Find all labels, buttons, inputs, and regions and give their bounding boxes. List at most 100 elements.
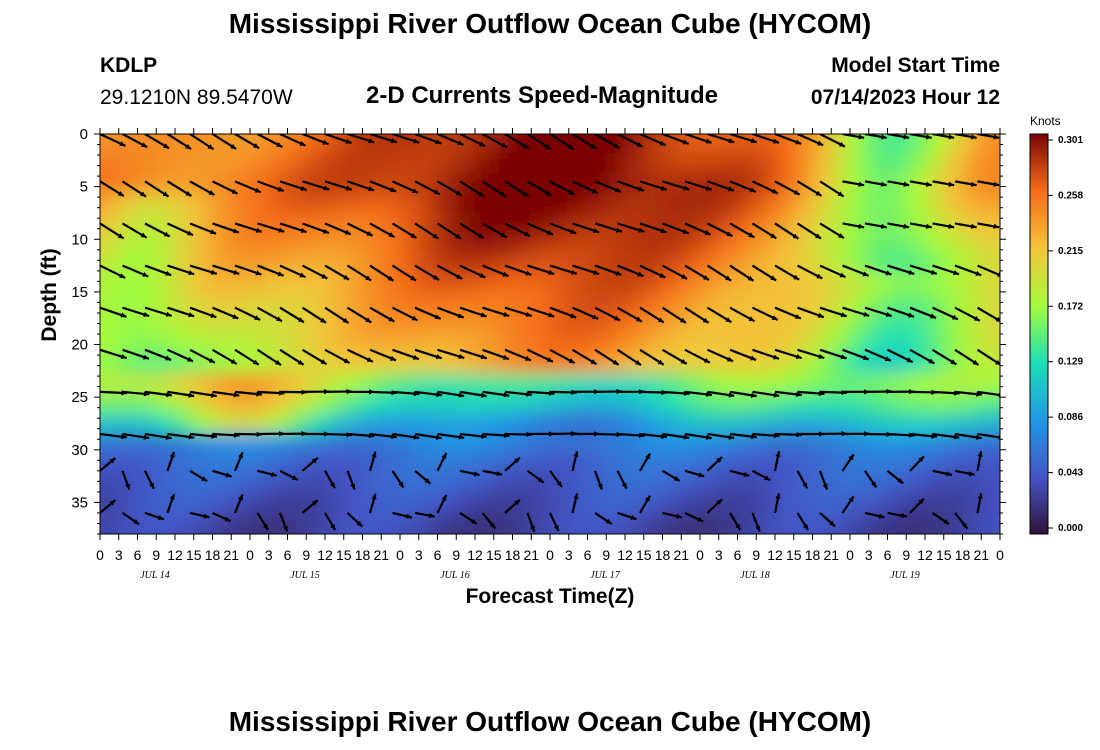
heatmap-cell bbox=[680, 493, 701, 515]
current-vector bbox=[301, 499, 319, 514]
heatmap-cell bbox=[380, 493, 401, 515]
heatmap-cell bbox=[849, 333, 870, 355]
heatmap-cell bbox=[849, 273, 870, 295]
heatmap-cell bbox=[774, 473, 795, 495]
heatmap-cell bbox=[305, 413, 326, 435]
heatmap-cell bbox=[830, 453, 851, 475]
heatmap-cell bbox=[100, 333, 120, 355]
heatmap-cell bbox=[886, 233, 908, 255]
heatmap-cell bbox=[117, 273, 139, 295]
heatmap-cell bbox=[642, 233, 664, 255]
heatmap-cell bbox=[511, 153, 533, 175]
heatmap-cell bbox=[642, 373, 664, 395]
heatmap-cell bbox=[192, 173, 214, 195]
heatmap-cell bbox=[155, 173, 176, 195]
heatmap-cell bbox=[100, 513, 120, 534]
current-vector bbox=[572, 264, 600, 276]
heatmap-cell bbox=[230, 433, 251, 455]
heatmap-cell bbox=[605, 134, 626, 135]
heatmap-cell bbox=[511, 134, 533, 135]
heatmap-cell bbox=[942, 333, 964, 355]
heatmap-cell bbox=[736, 513, 758, 534]
heatmap-cell bbox=[549, 493, 570, 515]
heatmap-cell bbox=[755, 333, 776, 355]
heatmap-cell bbox=[792, 293, 814, 315]
heatmap-cell bbox=[886, 373, 908, 395]
heatmap-cell bbox=[100, 193, 101, 215]
heatmap-cell bbox=[886, 333, 908, 355]
heatmap-cell bbox=[624, 153, 645, 175]
heatmap-cell bbox=[192, 333, 214, 355]
heatmap-cell bbox=[155, 233, 176, 255]
heatmap-cell bbox=[474, 233, 495, 255]
heatmap-cell bbox=[680, 413, 701, 435]
heatmap-cell bbox=[136, 433, 158, 455]
current-vector bbox=[212, 264, 240, 275]
heatmap-cell bbox=[136, 473, 158, 495]
current-vector bbox=[257, 469, 278, 477]
heatmap-cell bbox=[100, 313, 120, 335]
heatmap-cell bbox=[249, 134, 270, 135]
footer-title: Mississippi River Outflow Ocean Cube (HY… bbox=[228, 706, 872, 737]
heatmap-cell bbox=[380, 233, 401, 255]
heatmap-cell bbox=[492, 134, 514, 135]
heatmap-cell bbox=[305, 433, 326, 455]
heatmap-cell bbox=[699, 513, 720, 534]
heatmap-cell bbox=[249, 134, 270, 155]
heatmap-cell bbox=[417, 193, 439, 215]
x-tick-label: 9 bbox=[302, 547, 310, 563]
heatmap-cell bbox=[792, 433, 814, 455]
current-vector bbox=[932, 306, 959, 321]
heatmap-cell bbox=[155, 473, 176, 495]
heatmap-cell bbox=[980, 513, 1000, 534]
current-vector bbox=[999, 265, 1000, 267]
day-label: JUL 19 bbox=[890, 570, 920, 581]
heatmap-cell bbox=[774, 433, 795, 455]
current-vector bbox=[796, 470, 809, 489]
current-vector bbox=[977, 222, 1000, 229]
heatmap-cell bbox=[567, 273, 589, 295]
current-vector bbox=[707, 390, 735, 398]
heatmap-cell bbox=[100, 513, 101, 534]
heatmap-cell bbox=[699, 173, 720, 195]
heatmap-cell bbox=[380, 353, 401, 375]
x-tick-label: 0 bbox=[396, 547, 404, 563]
x-tick-label: 18 bbox=[505, 547, 521, 563]
heatmap-cell bbox=[755, 193, 776, 215]
heatmap-cell bbox=[155, 413, 176, 435]
heatmap-cell bbox=[905, 153, 926, 175]
heatmap-cell bbox=[736, 393, 758, 415]
current-vector bbox=[504, 306, 533, 317]
current-vector bbox=[864, 180, 887, 187]
heatmap-cell bbox=[924, 233, 945, 255]
current-vector bbox=[774, 222, 800, 240]
heatmap-cell bbox=[661, 193, 683, 215]
heatmap-cell bbox=[942, 513, 964, 534]
current-vector bbox=[661, 348, 688, 365]
heatmap-cell bbox=[117, 153, 139, 175]
heatmap-cell bbox=[267, 153, 289, 175]
current-vector bbox=[639, 495, 651, 514]
heatmap-cell bbox=[811, 173, 833, 195]
current-vector bbox=[639, 264, 666, 279]
heatmap-cell bbox=[717, 453, 739, 475]
heatmap-cell bbox=[417, 433, 439, 455]
current-vector bbox=[167, 432, 195, 440]
heatmap-cell bbox=[305, 134, 326, 155]
heatmap-cell bbox=[230, 134, 251, 135]
heatmap-cell bbox=[980, 373, 1000, 395]
current-vector bbox=[414, 390, 442, 398]
heatmap-cell bbox=[192, 473, 214, 495]
current-vector bbox=[526, 134, 552, 151]
heatmap-cell bbox=[511, 413, 533, 435]
current-vector bbox=[100, 264, 126, 279]
heatmap-cell bbox=[417, 413, 439, 435]
heatmap-cell bbox=[755, 353, 776, 375]
heatmap-cell bbox=[755, 134, 776, 135]
heatmap-cell bbox=[267, 333, 289, 355]
current-vector bbox=[976, 306, 1000, 323]
x-tick-label: 15 bbox=[486, 547, 502, 563]
current-vector bbox=[931, 348, 957, 366]
current-vector bbox=[504, 348, 532, 362]
current-vector bbox=[189, 134, 215, 151]
